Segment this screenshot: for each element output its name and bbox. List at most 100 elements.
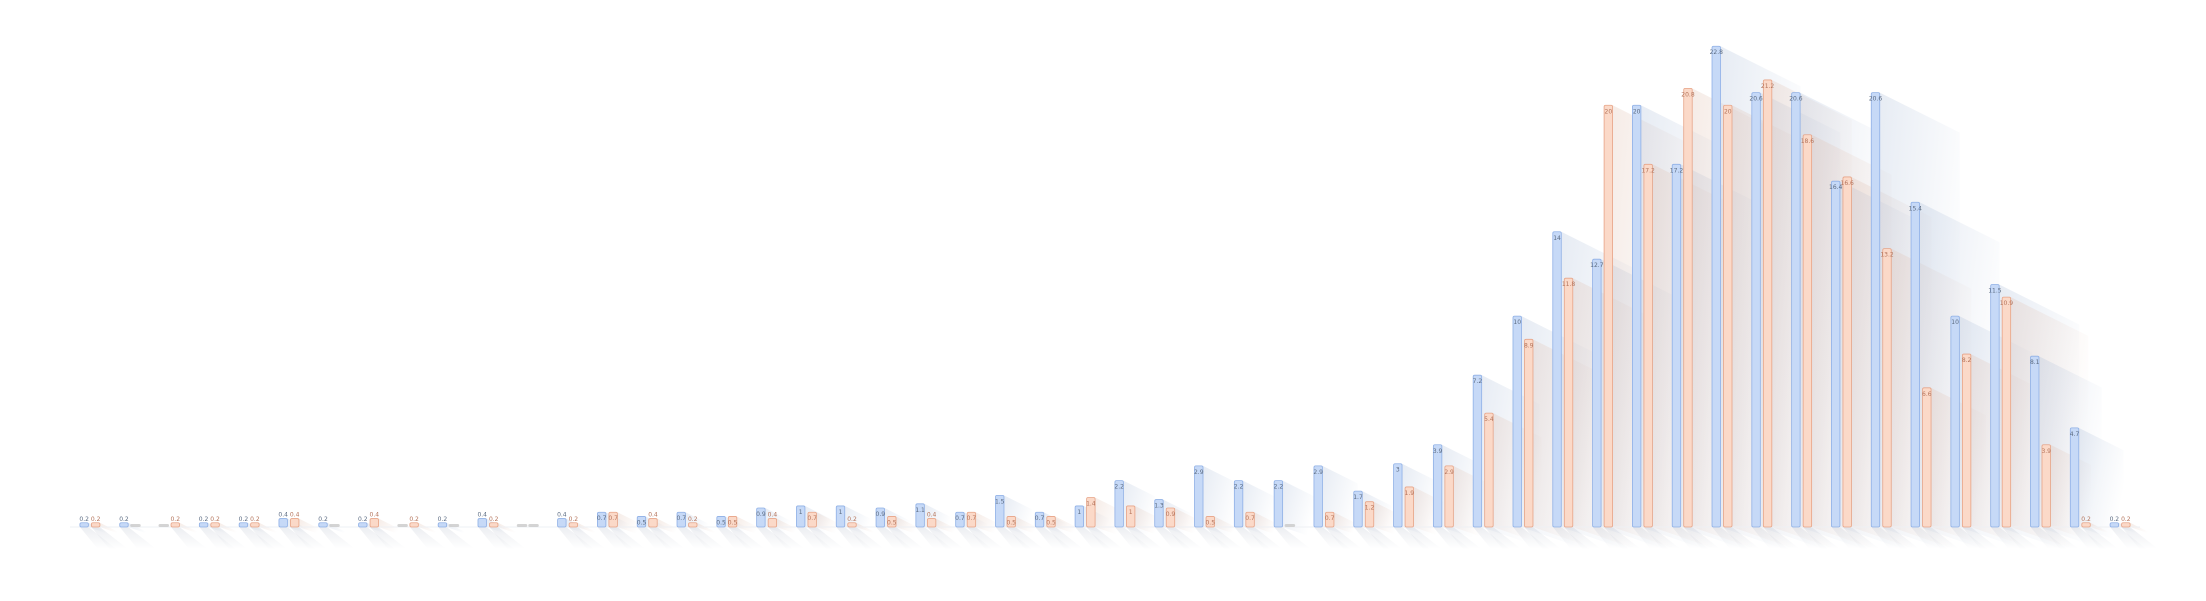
series-b-bar-39[interactable]	[1643, 163, 1653, 528]
series-b-bar-34[interactable]	[1444, 465, 1454, 528]
series-a-bar-21[interactable]	[915, 503, 925, 528]
series-a-bar-15[interactable]	[676, 511, 686, 528]
series-a-bar-46[interactable]	[1910, 201, 1920, 528]
series-a-bar-50[interactable]	[2069, 427, 2080, 528]
series-a-bar-41[interactable]	[1711, 45, 1721, 528]
series-b-bar-33[interactable]	[1404, 486, 1414, 528]
series-a-bar-1[interactable]	[119, 522, 129, 528]
series-b-bar-38[interactable]	[1603, 104, 1613, 528]
series-a-bar-13[interactable]	[597, 511, 607, 528]
series-a-bar-35[interactable]	[1472, 374, 1483, 528]
series-b-bar-46[interactable]	[1922, 387, 1932, 528]
series-b-bar-51[interactable]	[2121, 522, 2131, 528]
series-a-bar-19[interactable]	[835, 505, 846, 528]
series-b-bar-10[interactable]	[489, 522, 499, 528]
series-a-bar-33[interactable]	[1393, 463, 1403, 528]
series-a-bar-9[interactable]	[437, 522, 448, 528]
series-a-bar-45[interactable]	[1870, 92, 1881, 528]
series-a-bar-39[interactable]	[1632, 104, 1642, 528]
series-b-bar-19[interactable]	[847, 522, 857, 528]
series-a-bar-18[interactable]	[796, 505, 806, 528]
series-a-bar-37[interactable]	[1552, 231, 1562, 528]
series-a-bar-47[interactable]	[1950, 315, 1960, 528]
series-a-bar-20[interactable]	[875, 507, 885, 528]
series-a-bar-49[interactable]	[2030, 355, 2040, 528]
series-a-bar-16[interactable]	[716, 516, 726, 528]
series-a-bar-43[interactable]	[1791, 92, 1801, 528]
series-a-bar-51[interactable]	[2109, 522, 2119, 528]
series-b-bar-24[interactable]	[1046, 516, 1056, 528]
series-b-bar-3[interactable]	[210, 522, 220, 528]
series-a-bar-12[interactable]	[557, 518, 567, 528]
series-b-bar-40[interactable]	[1683, 87, 1693, 528]
series-a-bar-44[interactable]	[1831, 180, 1841, 528]
series-b-bar-47[interactable]	[1961, 353, 1972, 528]
series-b-bar-27[interactable]	[1165, 507, 1176, 528]
series-a-bar-48[interactable]	[1990, 284, 2000, 528]
series-b-bar-8[interactable]	[409, 522, 419, 528]
series-b-bar-7[interactable]	[369, 518, 379, 528]
series-a-bar-10[interactable]	[477, 518, 487, 528]
series-b-bar-14[interactable]	[648, 518, 658, 528]
series-a-value-label-5: 0.4	[278, 512, 288, 519]
series-b-bar-49[interactable]	[2041, 444, 2051, 528]
series-b-bar-41[interactable]	[1723, 104, 1733, 528]
series-a-bar-5[interactable]	[278, 518, 288, 528]
series-a-bar-29[interactable]	[1233, 480, 1244, 528]
series-b-bar-4[interactable]	[250, 522, 260, 528]
series-b-bar-48[interactable]	[2001, 296, 2012, 528]
series-b-bar-45[interactable]	[1882, 248, 1892, 528]
series-a-bar-6[interactable]	[318, 522, 328, 528]
series-a-bar-22[interactable]	[955, 511, 965, 528]
series-b-bar-15[interactable]	[688, 522, 698, 528]
series-b-value-label-17: 0.4	[768, 512, 778, 519]
series-b-bar-43[interactable]	[1802, 134, 1813, 528]
series-b-bar-18[interactable]	[807, 511, 817, 528]
series-b-bar-23[interactable]	[1006, 516, 1016, 528]
series-b-bar-50[interactable]	[2081, 522, 2091, 528]
series-a-bar-27[interactable]	[1154, 499, 1164, 528]
series-a-bar-30[interactable]	[1273, 480, 1284, 528]
series-a-bar-14[interactable]	[636, 516, 647, 528]
series-b-shadow-27	[1174, 508, 1200, 536]
series-b-bar-28[interactable]	[1205, 516, 1215, 528]
series-b-bar-12[interactable]	[568, 522, 578, 528]
series-b-bar-42[interactable]	[1762, 79, 1773, 528]
series-a-bar-34[interactable]	[1432, 444, 1443, 528]
series-a-bar-3[interactable]	[198, 522, 209, 528]
series-b-bar-37[interactable]	[1563, 277, 1574, 528]
series-b-bar-17[interactable]	[767, 518, 778, 528]
series-a-bar-42[interactable]	[1751, 92, 1761, 528]
series-a-bar-31[interactable]	[1313, 465, 1323, 528]
series-b-bar-36[interactable]	[1524, 338, 1534, 528]
series-a-bar-28[interactable]	[1194, 465, 1204, 528]
series-a-bar-25[interactable]	[1074, 505, 1084, 528]
series-a-bar-26[interactable]	[1114, 480, 1124, 528]
series-b-bar-25[interactable]	[1086, 497, 1096, 528]
series-b-bar-29[interactable]	[1245, 511, 1255, 528]
series-b-bar-20[interactable]	[887, 516, 897, 528]
series-b-bar-26[interactable]	[1126, 505, 1136, 528]
series-b-bar-35[interactable]	[1484, 412, 1494, 528]
series-b-shadow-19	[856, 522, 878, 535]
series-b-bar-2[interactable]	[170, 522, 180, 528]
series-b-bar-44[interactable]	[1842, 176, 1852, 528]
series-a-bar-40[interactable]	[1671, 163, 1682, 528]
series-a-bar-36[interactable]	[1512, 315, 1522, 528]
series-a-bar-17[interactable]	[756, 507, 766, 528]
series-b-bar-5[interactable]	[290, 518, 300, 528]
series-a-bar-24[interactable]	[1034, 511, 1045, 528]
series-a-bar-32[interactable]	[1353, 490, 1363, 528]
series-a-bar-23[interactable]	[995, 494, 1005, 528]
series-b-bar-32[interactable]	[1364, 501, 1375, 528]
series-b-bar-22[interactable]	[966, 511, 977, 528]
series-a-bar-38[interactable]	[1592, 258, 1602, 528]
series-b-bar-31[interactable]	[1325, 511, 1335, 528]
series-b-bar-0[interactable]	[91, 522, 101, 528]
series-b-bar-21[interactable]	[926, 518, 937, 528]
series-b-bar-13[interactable]	[608, 511, 618, 528]
series-b-bar-16[interactable]	[727, 516, 738, 528]
series-a-bar-4[interactable]	[238, 522, 249, 528]
series-a-bar-0[interactable]	[79, 522, 89, 528]
series-a-bar-7[interactable]	[358, 522, 368, 528]
